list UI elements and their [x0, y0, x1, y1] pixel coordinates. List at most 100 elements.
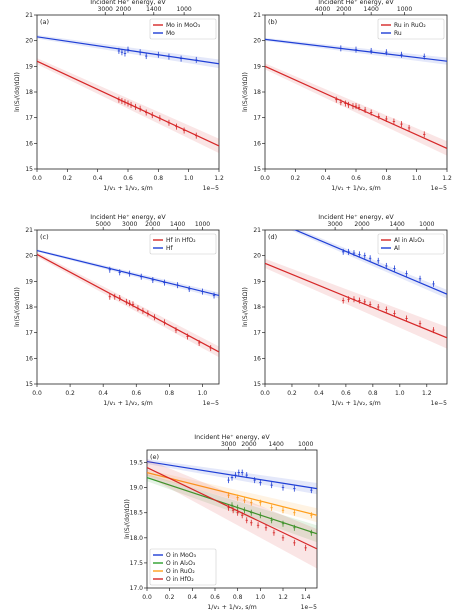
plot-area	[265, 230, 447, 349]
y-tick-label: 16	[253, 355, 261, 362]
x-scale-note: 1e−5	[431, 185, 448, 192]
x-tick-label: 1.2	[214, 175, 224, 182]
x-tick-label: 1.0	[184, 175, 194, 182]
legend-box	[377, 18, 445, 40]
legend-label: Mo in MoO₃	[166, 22, 201, 29]
top-tick-label: 2000	[145, 221, 160, 228]
x-tick-label: 0.6	[351, 175, 361, 182]
x-tick-label: 0.8	[233, 594, 243, 601]
y-tick-label: 17.5	[130, 560, 144, 567]
x-tick-label: 0.6	[131, 390, 141, 397]
top-tick-label: 1400	[364, 6, 379, 13]
y-tick-label: 21	[253, 12, 261, 19]
plot-area	[147, 459, 317, 569]
x-tick-label: 0.2	[287, 390, 297, 397]
legend-label: Al in Al₂O₃	[394, 237, 425, 244]
x-tick-label: 0.4	[321, 175, 331, 182]
fit-line	[37, 249, 219, 297]
fit-line	[293, 230, 447, 295]
top-tick-label: 2000	[241, 441, 256, 448]
x-tick-label: 0.6	[341, 390, 351, 397]
y-tick-label: 19.5	[130, 460, 144, 467]
top-axis-label: Incident He⁺ energy, eV	[318, 214, 394, 221]
y-tick-label: 17	[253, 330, 261, 337]
top-axis-label: Incident He⁺ energy, eV	[318, 0, 394, 6]
chart-panel-2: 0.0 0.2 0.4 0.6 0.8 1.0 1.2 15 16 17 18 19 20 21 4000 2…	[242, 0, 452, 192]
legend-box	[149, 548, 217, 586]
legend-box	[377, 233, 445, 255]
top-tick-label: 5000	[96, 221, 111, 228]
y-tick-label: 18.5	[130, 510, 144, 517]
top-tick-label: 1000	[176, 6, 191, 13]
chart-panel-5: 0.0 0.2 0.4 0.6 0.8 1.0 1.2 1.4 17.0 17.5 18.0 18.5…	[124, 434, 318, 610]
x-tick-label: 0.4	[314, 390, 324, 397]
top-axis-label: Incident He⁺ energy, eV	[194, 434, 270, 441]
legend-label: O in Al₂O₃	[166, 560, 196, 567]
x-scale-note: 1e−5	[431, 400, 448, 407]
top-tick-label: 3000	[98, 6, 113, 13]
x-tick-label: 1.0	[256, 594, 266, 601]
plot-area	[37, 34, 219, 154]
x-tick-label: 0.0	[32, 175, 42, 182]
chart-panel-4: 0.0 0.2 0.4 0.6 0.8 1.0 1.2 15 16 17 18 19 20 21 3000 2…	[242, 214, 448, 407]
top-tick-label: 3000	[327, 221, 342, 228]
legend-label: O in HfO₂	[166, 576, 194, 583]
y-tick-label: 20	[253, 38, 261, 45]
x-tick-label: 0.2	[63, 175, 73, 182]
y-axis-label: ln(Sᵢ/(dσ/dΩ))	[124, 499, 131, 539]
top-tick-label: 1400	[389, 221, 404, 228]
y-tick-label: 16	[25, 140, 33, 147]
y-tick-label: 17.0	[130, 585, 144, 592]
y-tick-label: 20	[253, 253, 261, 260]
y-tick-label: 17	[253, 115, 261, 122]
y-axis-label: ln(Sᵢ/(dσ/dΩ))	[14, 72, 21, 112]
y-tick-label: 15	[25, 381, 33, 388]
panel-label: (e)	[150, 453, 159, 461]
y-tick-label: 15	[253, 166, 261, 173]
legend-box	[149, 18, 217, 40]
y-tick-label: 15	[253, 381, 261, 388]
top-tick-label: 1400	[269, 441, 284, 448]
fit-line	[147, 471, 317, 516]
top-tick-label: 3000	[221, 441, 236, 448]
y-tick-label: 18	[253, 89, 261, 96]
y-tick-label: 21	[253, 227, 261, 234]
y-tick-label: 17	[25, 330, 33, 337]
x-tick-label: 0.2	[291, 175, 301, 182]
y-tick-label: 16	[253, 140, 261, 147]
chart-panel-1: 0.0 0.2 0.4 0.6 0.8 1.0 1.2 15 16 17 18 19 20 21 3000 2…	[14, 0, 224, 192]
y-tick-label: 16	[25, 355, 33, 362]
x-axis-label: 1/v₁ + 1/v₂, s/m	[331, 185, 381, 192]
x-tick-label: 0.4	[188, 594, 198, 601]
top-axis-label: Incident He⁺ energy, eV	[90, 214, 166, 221]
panel-label: (b)	[268, 18, 277, 26]
legend-label: Hf in HfO₂	[166, 237, 196, 244]
x-tick-label: 1.0	[198, 390, 208, 397]
fit-line	[37, 253, 219, 353]
y-tick-label: 18.0	[130, 535, 144, 542]
confidence-band	[290, 230, 447, 299]
y-tick-label: 15	[25, 166, 33, 173]
fit-line	[147, 467, 317, 550]
y-tick-label: 17	[25, 115, 33, 122]
top-tick-label: 1000	[419, 221, 434, 228]
legend-label: Mo	[166, 30, 175, 37]
legend-box	[149, 233, 217, 255]
y-axis-label: ln(Sᵢ/(dσ/dΩ))	[242, 72, 249, 112]
x-tick-label: 1.0	[395, 390, 405, 397]
x-tick-label: 0.8	[368, 390, 378, 397]
plot-frame	[36, 229, 220, 385]
y-tick-label: 19	[253, 63, 261, 70]
x-tick-label: 0.0	[260, 390, 270, 397]
y-tick-label: 20	[25, 38, 33, 45]
top-tick-label: 4000	[315, 6, 330, 13]
y-tick-label: 18	[25, 304, 33, 311]
x-tick-label: 0.6	[123, 175, 133, 182]
top-tick-label: 2000	[336, 6, 351, 13]
